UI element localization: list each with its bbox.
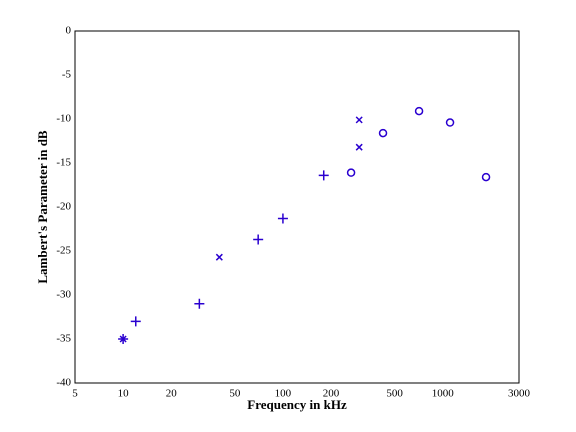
plot-frame bbox=[74, 30, 520, 384]
point bbox=[318, 170, 329, 181]
point bbox=[445, 118, 455, 127]
point bbox=[378, 128, 388, 138]
x-tick-label: 500 bbox=[386, 388, 403, 400]
point bbox=[119, 335, 127, 343]
point bbox=[194, 298, 205, 309]
point bbox=[481, 172, 491, 182]
point bbox=[346, 168, 356, 177]
x-tick-label: 200 bbox=[323, 388, 340, 400]
x-tick-label: 10 bbox=[118, 388, 130, 400]
y-tick-label: -35 bbox=[56, 333, 71, 345]
y-tick-label: -15 bbox=[56, 157, 71, 169]
y-tick-label: -5 bbox=[62, 69, 72, 81]
y-tick-label: -10 bbox=[56, 113, 71, 125]
x-tick-label: 50 bbox=[229, 388, 241, 400]
point bbox=[355, 143, 363, 151]
x-tick-label: 1000 bbox=[432, 388, 455, 400]
y-tick-label: -20 bbox=[56, 201, 71, 213]
x-axis-label: Frequency in kHz bbox=[247, 397, 347, 412]
x-tick-label: 5 bbox=[72, 388, 78, 400]
point bbox=[130, 316, 141, 327]
point bbox=[215, 253, 223, 261]
x-tick-label: 100 bbox=[275, 388, 292, 400]
y-axis-label: Lambert's Parameter in dB bbox=[35, 130, 50, 284]
point bbox=[414, 106, 424, 116]
y-tick-label: 0 bbox=[66, 25, 72, 37]
x-tick-label: 3000 bbox=[508, 388, 531, 400]
point bbox=[277, 213, 288, 224]
x-tick-label: 20 bbox=[166, 388, 178, 400]
point bbox=[355, 116, 363, 124]
y-tick-label: -40 bbox=[56, 377, 71, 389]
point bbox=[253, 234, 264, 245]
y-tick-label: -30 bbox=[56, 289, 71, 301]
y-tick-label: -25 bbox=[56, 245, 71, 257]
